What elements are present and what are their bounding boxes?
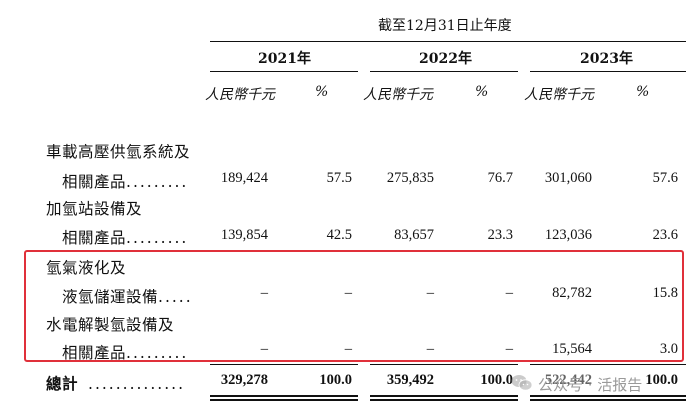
highlight-box	[24, 250, 684, 362]
subtotal-rule-2022	[370, 364, 518, 365]
total-pct-2023: 100.0	[645, 372, 678, 388]
leader-dots: .........	[126, 173, 189, 191]
cell-pct-2021: –	[344, 285, 352, 301]
total-double-rule-bottom-2022	[370, 399, 518, 401]
total-double-rule-top-2021	[210, 395, 358, 397]
cell-amount-2022: –	[426, 285, 434, 301]
total-label: 總計..............	[46, 374, 185, 393]
row-label-line2: 相關產品.........	[62, 344, 189, 362]
total-double-rule-bottom-2021	[210, 399, 358, 401]
wechat-icon	[511, 375, 533, 391]
year-2023: 2023年	[580, 51, 633, 67]
year-2021: 2021年	[258, 51, 311, 67]
cell-amount-2021: 139,854	[220, 227, 268, 243]
unit-amount-2022: 人民幣千元	[363, 87, 433, 103]
row-label-line1: 車載高壓供氫系統及	[46, 143, 191, 161]
cell-amount-2022: 83,657	[394, 227, 434, 243]
total-double-rule-top-2023	[530, 395, 686, 397]
row-label-line1: 氫氣液化及	[46, 259, 127, 277]
cell-amount-2023: 301,060	[544, 170, 592, 186]
unit-pct-2023: %	[636, 84, 650, 100]
unit-amount-2023: 人民幣千元	[524, 87, 594, 103]
cell-pct-2022: 23.3	[487, 227, 513, 243]
subtotal-rule-2023	[530, 364, 686, 365]
cell-amount-2021: 189,424	[220, 170, 268, 186]
cell-amount-2023: 15,564	[552, 341, 592, 357]
total-amount-2022: 359,492	[386, 372, 434, 388]
total-double-rule-bottom-2023	[530, 399, 686, 401]
year-2022: 2022年	[419, 51, 472, 67]
header-rule	[210, 41, 686, 42]
cell-amount-2022: –	[426, 341, 434, 357]
cell-amount-2023: 82,782	[552, 285, 592, 301]
row-label-line2: 液氫儲運設備.....	[62, 288, 193, 306]
year-2021-rule	[210, 71, 358, 72]
cell-pct-2023: 15.8	[652, 285, 678, 301]
total-amount-2021: 329,278	[220, 372, 268, 388]
unit-pct-2022: %	[475, 84, 489, 100]
cell-pct-2023: 23.6	[652, 227, 678, 243]
total-amount-2023: 522,442	[544, 372, 592, 388]
cell-pct-2022: –	[505, 285, 513, 301]
leader-dots: ..............	[88, 375, 185, 393]
row-label-line1: 加氫站設備及	[46, 200, 143, 218]
total-pct-2022: 100.0	[480, 372, 513, 388]
cell-pct-2023: 57.6	[652, 170, 678, 186]
total-pct-2021: 100.0	[319, 372, 352, 388]
cell-pct-2021: 42.5	[326, 227, 352, 243]
period-title: 截至12月31日止年度	[378, 18, 512, 34]
row-label-line2: 相關產品.........	[62, 173, 189, 191]
cell-pct-2021: 57.5	[326, 170, 352, 186]
row-label-line1: 水電解製氫設備及	[46, 316, 175, 334]
watermark-text: 公众号 · 活报告	[538, 374, 643, 395]
total-double-rule-top-2022	[370, 395, 518, 397]
leader-dots: .........	[126, 229, 189, 247]
cell-pct-2021: –	[344, 341, 352, 357]
leader-dots: .........	[126, 344, 189, 362]
cell-pct-2022: –	[505, 341, 513, 357]
cell-amount-2022: 275,835	[386, 170, 434, 186]
year-2022-rule	[370, 71, 518, 72]
unit-amount-2021: 人民幣千元	[205, 87, 275, 103]
cell-amount-2021: –	[260, 285, 268, 301]
year-2023-rule	[530, 71, 686, 72]
unit-pct-2021: %	[315, 84, 329, 100]
cell-amount-2023: 123,036	[544, 227, 592, 243]
subtotal-rule-2021	[210, 364, 358, 365]
cell-pct-2022: 76.7	[487, 170, 513, 186]
cell-amount-2021: –	[260, 341, 268, 357]
cell-pct-2023: 3.0	[659, 341, 678, 357]
row-label-line2: 相關產品.........	[62, 229, 189, 247]
leader-dots: .....	[158, 288, 193, 306]
